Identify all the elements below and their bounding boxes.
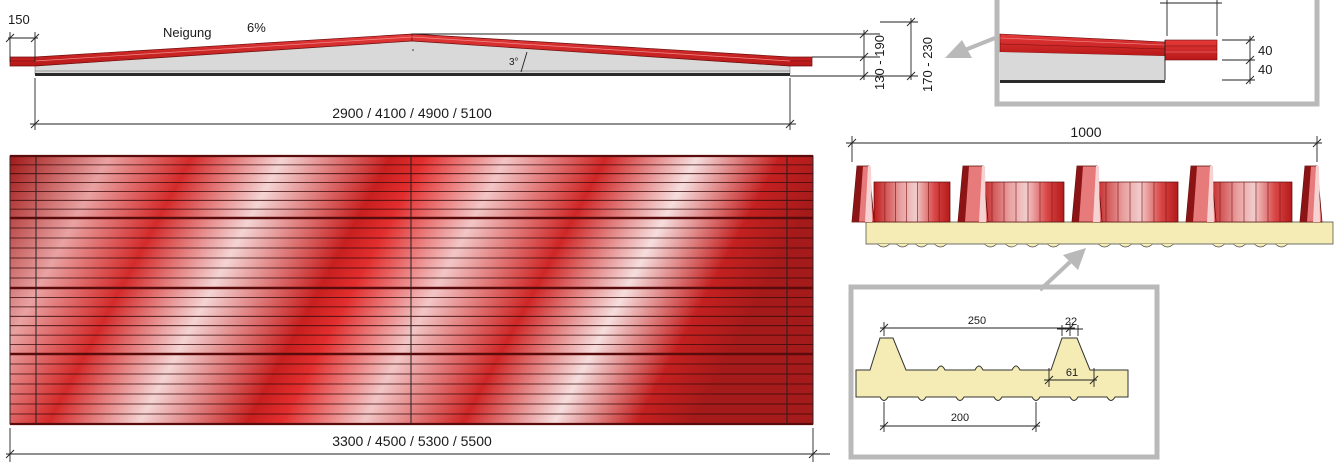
rib-shadow (1186, 166, 1197, 222)
side-view: 150 Neigung 6% 3° 2900 / 4100 / 4900 / 5… (5, 12, 935, 130)
profile-view: 1000 (846, 124, 1334, 248)
foam-profile (855, 337, 1129, 401)
pitch-label: 250 (968, 315, 986, 327)
rib-shadow (958, 166, 969, 222)
panel-pan (1207, 181, 1293, 223)
slope-value: 6% (247, 20, 266, 35)
panel-pan (873, 181, 951, 223)
angle-label: 3° (509, 57, 519, 68)
foam-core (865, 221, 1334, 245)
overhang-label: 150 (8, 12, 30, 27)
rib-shadow (1072, 166, 1083, 222)
height-a-label: 130 - 190 (872, 35, 887, 90)
valley-label: 200 (951, 412, 969, 424)
rib-highlight (865, 166, 872, 222)
profile-detail: 250 22 61 200 (848, 284, 1160, 460)
width-label: 1000 (1070, 124, 1101, 140)
rib-shadow (852, 166, 863, 222)
detail-layers: 40 40 (994, 0, 1320, 107)
foam-bump (1212, 243, 1288, 248)
base-plate (35, 73, 790, 76)
layer-1-label: 40 (1258, 43, 1272, 58)
panel-pan (1093, 181, 1179, 223)
rib-top-label: 22 (1065, 316, 1077, 328)
layer-2-label: 40 (1258, 62, 1272, 77)
foam-bump (1098, 243, 1174, 248)
rib-highlight (1313, 166, 1320, 222)
rib-shadow (1300, 166, 1311, 222)
rib-highlight (979, 166, 986, 222)
height-b-label: 170 - 230 (920, 37, 935, 92)
panel-pan (979, 181, 1065, 223)
length-label: 3300 / 4500 / 5300 / 5500 (332, 433, 492, 449)
rib-highlight (1093, 166, 1100, 222)
detail-arrow-top (945, 36, 996, 58)
rib-base-label: 61 (1066, 367, 1078, 379)
foam-bump (877, 243, 947, 248)
rib-highlight (1207, 166, 1214, 222)
profile-ribs (851, 165, 1323, 248)
plan-view: 3300 / 4500 / 5300 / 5500 (5, 154, 830, 462)
slope-word: Neigung (163, 25, 211, 40)
span-label: 2900 / 4100 / 4900 / 5100 (332, 105, 492, 121)
foam-bump (984, 243, 1060, 248)
detail-arrow-bottom (1038, 248, 1086, 292)
